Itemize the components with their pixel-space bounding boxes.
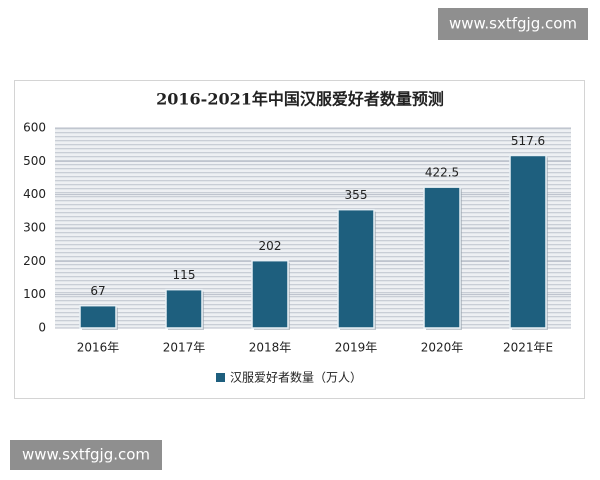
x-tick-label: 2016年 — [77, 341, 120, 355]
x-tick-label: 2017年 — [163, 341, 206, 355]
bar — [251, 259, 289, 329]
data-label: 422.5 — [425, 166, 459, 180]
bar — [509, 154, 547, 329]
watermark-box — [438, 8, 588, 40]
x-tick-label: 2018年 — [249, 341, 292, 355]
x-tick-label: 2020年 — [421, 341, 464, 355]
data-label: 517.6 — [511, 134, 545, 148]
y-tick-label: 400 — [23, 187, 46, 201]
bar — [337, 208, 375, 329]
watermark: www.sxtfgjg.com — [449, 15, 577, 33]
x-tick-label: 2021年E — [503, 341, 553, 355]
bar — [165, 288, 203, 329]
data-label: 355 — [345, 188, 368, 202]
watermark: www.sxtfgjg.com — [22, 446, 150, 464]
x-tick-label: 2019年 — [335, 341, 378, 355]
bar — [423, 186, 461, 329]
legend-label: 汉服爱好者数量（万人） — [230, 370, 362, 385]
chart-title: 2016-2021年中国汉服爱好者数量预测 — [156, 90, 444, 109]
data-label: 115 — [173, 268, 196, 282]
y-tick-label: 500 — [23, 154, 46, 168]
data-label: 67 — [90, 284, 105, 298]
watermark-box — [10, 440, 162, 470]
y-tick-label: 200 — [23, 254, 46, 268]
y-tick-label: 300 — [23, 221, 46, 235]
y-tick-label: 600 — [23, 121, 46, 135]
legend-swatch — [216, 373, 225, 382]
y-tick-label: 100 — [23, 287, 46, 301]
y-tick-label: 0 — [38, 321, 46, 335]
bar — [79, 304, 117, 329]
data-label: 202 — [259, 239, 282, 253]
